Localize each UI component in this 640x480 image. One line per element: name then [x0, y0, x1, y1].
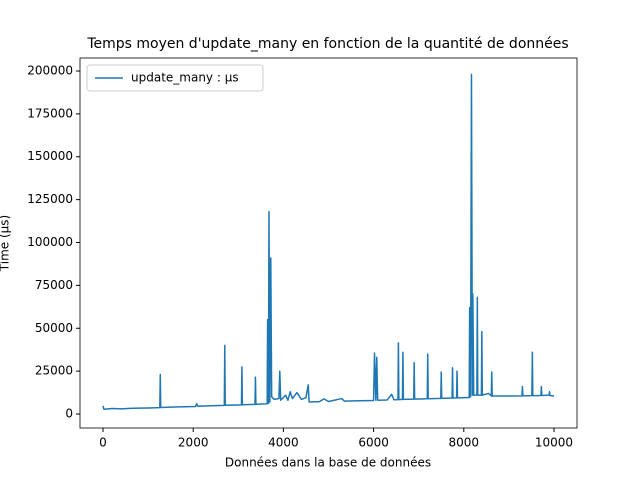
legend-label: update_many : µs [131, 71, 239, 85]
chart-title: Temps moyen d'update_many en fonction de… [86, 36, 568, 52]
x-tick-label: 0 [99, 436, 107, 450]
x-tick-label: 8000 [449, 436, 480, 450]
y-tick-label: 50000 [35, 321, 73, 335]
y-tick-label: 25000 [35, 364, 73, 378]
y-tick-label: 0 [65, 407, 73, 421]
x-axis-label: Données dans la base de données [225, 456, 431, 470]
y-tick-label: 75000 [35, 278, 73, 292]
legend-box [86, 64, 264, 92]
x-tick-label: 2000 [178, 436, 209, 450]
y-axis-label: Time (µs) [0, 215, 12, 272]
y-tick-label: 100000 [27, 235, 73, 249]
data-line [102, 73, 555, 410]
x-tick-label: 4000 [268, 436, 299, 450]
y-tick-label: 150000 [27, 149, 73, 163]
plot-frame [79, 57, 578, 429]
x-tick-label: 10000 [535, 436, 573, 450]
y-tick-label: 200000 [27, 63, 73, 77]
x-tick-label: 6000 [358, 436, 389, 450]
y-tick-label: 125000 [27, 192, 73, 206]
y-tick-label: 175000 [27, 106, 73, 120]
